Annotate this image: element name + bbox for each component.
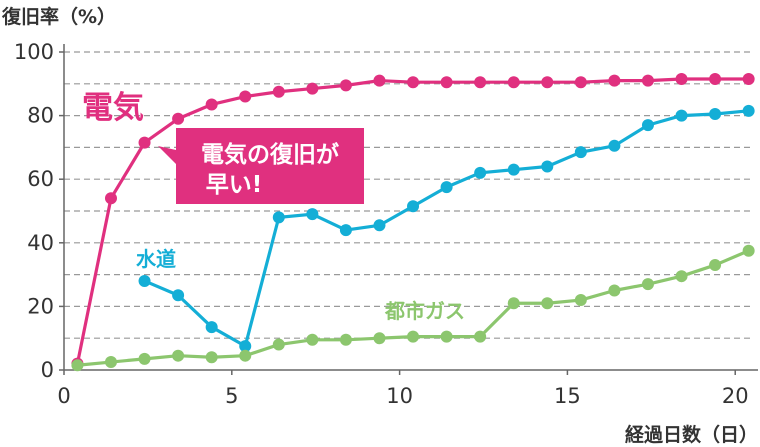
data-point-electricity bbox=[104, 192, 117, 205]
data-point-electricity bbox=[675, 73, 688, 86]
data-point-electricity bbox=[138, 136, 151, 149]
data-point-gas bbox=[541, 297, 554, 310]
y-tick-label: 80 bbox=[27, 104, 54, 128]
data-point-electricity bbox=[507, 76, 520, 89]
data-point-water bbox=[608, 139, 621, 152]
data-point-water bbox=[407, 200, 420, 213]
data-point-water bbox=[675, 109, 688, 122]
data-point-gas bbox=[474, 330, 487, 343]
data-point-electricity bbox=[373, 74, 386, 87]
callout-pointer bbox=[158, 146, 176, 164]
data-point-electricity bbox=[239, 90, 252, 103]
data-point-electricity bbox=[641, 74, 654, 87]
data-point-gas bbox=[339, 333, 352, 346]
data-point-gas bbox=[71, 359, 84, 372]
data-point-gas bbox=[239, 349, 252, 362]
data-point-electricity bbox=[440, 76, 453, 89]
x-tick-label: 10 bbox=[386, 384, 413, 408]
data-point-electricity bbox=[205, 98, 218, 111]
data-point-electricity bbox=[272, 85, 285, 98]
data-point-gas bbox=[742, 244, 755, 257]
data-point-electricity bbox=[407, 76, 420, 89]
data-point-electricity bbox=[339, 79, 352, 92]
data-point-water bbox=[440, 181, 453, 194]
y-tick-label: 100 bbox=[14, 40, 54, 64]
data-point-gas bbox=[138, 352, 151, 365]
data-point-water bbox=[507, 163, 520, 176]
data-point-water bbox=[541, 160, 554, 173]
y-tick-label: 0 bbox=[41, 358, 54, 382]
data-point-electricity bbox=[172, 112, 185, 125]
data-point-gas bbox=[608, 284, 621, 297]
data-point-water bbox=[373, 219, 386, 232]
x-axis-label: 経過日数（日） bbox=[624, 424, 758, 446]
y-tick-label: 60 bbox=[27, 167, 54, 191]
data-point-gas bbox=[407, 330, 420, 343]
x-tick-label: 15 bbox=[554, 384, 581, 408]
y-axis-label: 復旧率（%） bbox=[2, 6, 117, 28]
data-point-water bbox=[742, 104, 755, 117]
y-tick-label: 20 bbox=[27, 294, 54, 318]
data-point-gas bbox=[104, 356, 117, 369]
data-point-water bbox=[272, 211, 285, 224]
data-point-gas bbox=[641, 278, 654, 291]
series-label-gas: 都市ガス bbox=[384, 299, 465, 323]
grid-lines bbox=[64, 51, 752, 339]
callout-text-line2: 早い! bbox=[206, 172, 263, 198]
data-point-electricity bbox=[306, 82, 319, 95]
data-point-gas bbox=[373, 332, 386, 345]
data-point-water bbox=[339, 224, 352, 237]
data-point-electricity bbox=[709, 73, 722, 86]
data-point-water bbox=[641, 119, 654, 132]
data-point-water bbox=[474, 166, 487, 179]
data-point-electricity bbox=[574, 76, 587, 89]
data-point-electricity bbox=[608, 74, 621, 87]
data-point-water bbox=[172, 289, 185, 302]
data-point-water bbox=[138, 274, 151, 287]
data-point-water bbox=[574, 146, 587, 159]
data-point-gas bbox=[709, 259, 722, 272]
data-point-gas bbox=[306, 333, 319, 346]
callout-text-line1: 電気の復旧が bbox=[201, 141, 339, 168]
data-point-gas bbox=[507, 297, 520, 310]
data-point-gas bbox=[172, 349, 185, 362]
data-point-water bbox=[306, 208, 319, 221]
callout-box bbox=[176, 128, 364, 204]
data-point-electricity bbox=[474, 76, 487, 89]
data-point-water bbox=[239, 340, 252, 353]
series-label-electricity: 電気 bbox=[82, 90, 144, 126]
data-point-gas bbox=[272, 338, 285, 351]
data-point-gas bbox=[440, 330, 453, 343]
data-point-water bbox=[205, 321, 218, 334]
x-tick-label: 0 bbox=[57, 384, 70, 408]
data-point-water bbox=[709, 108, 722, 121]
data-point-gas bbox=[205, 351, 218, 364]
data-point-electricity bbox=[742, 73, 755, 86]
series-label-water: 水道 bbox=[136, 247, 176, 271]
x-tick-label: 5 bbox=[225, 384, 238, 408]
data-point-electricity bbox=[541, 76, 554, 89]
x-tick-label: 20 bbox=[722, 384, 749, 408]
data-point-gas bbox=[574, 294, 587, 307]
data-point-gas bbox=[675, 270, 688, 283]
y-tick-label: 40 bbox=[27, 231, 54, 255]
